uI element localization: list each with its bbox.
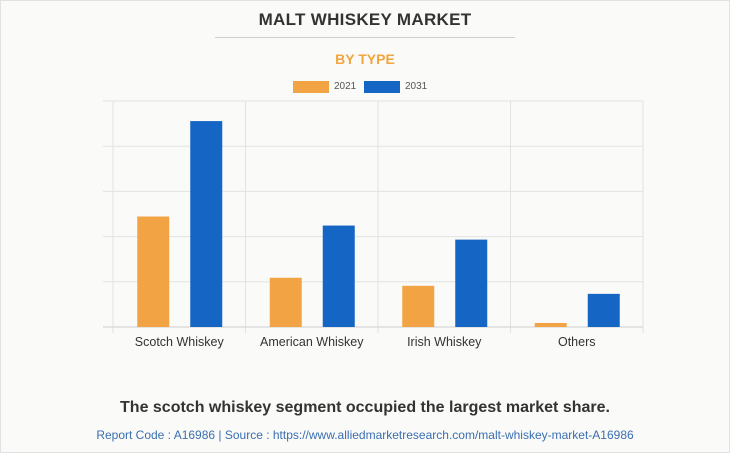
bar-chart: Scotch Whiskey American Whiskey Irish Whis… bbox=[103, 100, 644, 349]
x-tick-label: Others bbox=[558, 335, 596, 349]
legend-swatch-2031 bbox=[364, 81, 400, 93]
bar-2031 bbox=[455, 239, 488, 327]
legend-swatch-2021 bbox=[293, 81, 329, 93]
x-tick-label: Scotch Whiskey bbox=[135, 335, 225, 349]
chart-legend: 2021 2031 bbox=[0, 80, 730, 94]
bar-2031 bbox=[587, 293, 620, 327]
bar-2021 bbox=[269, 277, 302, 327]
source-line[interactable]: Report Code : A16986 | Source : https://… bbox=[96, 428, 634, 442]
bar-2031 bbox=[322, 225, 355, 327]
chart-subtitle: BY TYPE bbox=[335, 51, 395, 67]
bar-2021 bbox=[137, 216, 170, 327]
x-tick-label: American Whiskey bbox=[260, 335, 364, 349]
title-divider bbox=[215, 37, 515, 38]
legend-label-2021: 2021 bbox=[334, 81, 357, 92]
legend-label-2031: 2031 bbox=[405, 81, 428, 92]
x-tick-label: Irish Whiskey bbox=[407, 335, 482, 349]
bar-2031 bbox=[190, 121, 223, 327]
chart-title: MALT WHISKEY MARKET bbox=[258, 10, 472, 29]
bar-2021 bbox=[402, 285, 435, 327]
bar-2021 bbox=[534, 322, 567, 327]
chart-caption: The scotch whiskey segment occupied the … bbox=[120, 399, 610, 416]
